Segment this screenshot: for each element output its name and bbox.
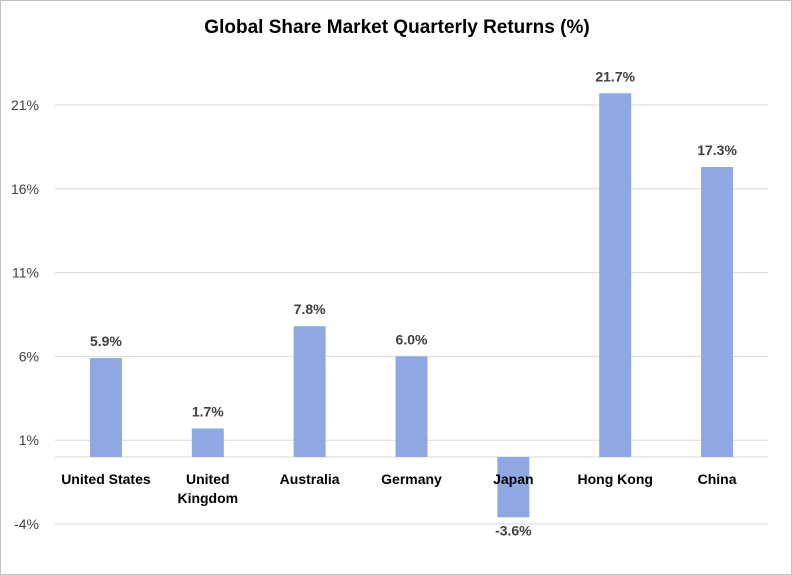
data-label: 6.0% [396,331,428,347]
gridlines [55,104,768,525]
y-tick-label: -4% [14,516,39,532]
category-label: United [186,471,230,487]
category-label: Australia [280,471,340,487]
bar [89,358,122,457]
category-labels: United States United Kingdom Australia Germa… [61,471,737,506]
y-tick-label: 6% [19,348,39,364]
chart-title: Global Share Market Quarterly Returns (%… [204,17,590,38]
data-label: 1.7% [192,403,224,419]
y-axis-ticks: -4% 1% 6% 11% 16% 21% [11,97,39,532]
bar [497,456,530,518]
data-label: 5.9% [90,333,122,349]
category-label: China [698,471,737,487]
data-label: 7.8% [294,301,326,317]
bar [293,326,326,457]
category-label: Kingdom [177,490,238,506]
y-tick-label: 1% [19,432,39,448]
y-tick-label: 21% [11,97,39,113]
bar [395,356,428,457]
data-label: 21.7% [595,68,635,84]
y-tick-label: 11% [12,265,39,281]
bar [191,428,224,457]
category-label: Japan [493,471,533,487]
category-label: United States [61,471,151,487]
category-label: Hong Kong [578,471,653,487]
data-label: -3.6% [495,522,532,538]
bars [89,93,734,518]
data-labels: 5.9% 1.7% 7.8% 6.0% -3.6% 21.7% 17.3% [90,68,738,538]
bar [599,93,632,457]
data-label: 17.3% [697,142,737,158]
bar [701,167,734,457]
y-tick-label: 16% [11,181,39,197]
category-label: Germany [381,471,442,487]
